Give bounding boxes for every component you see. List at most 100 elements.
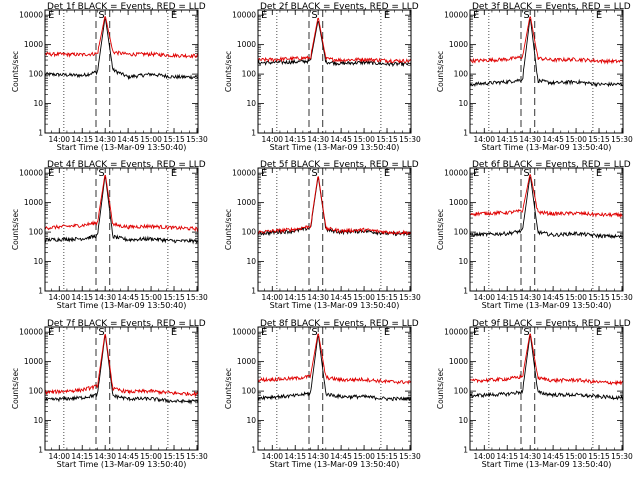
- x-axis-label: Start Time (13-Mar-09 13:50:40): [270, 143, 400, 152]
- left-marker-label: E: [473, 327, 479, 338]
- end-marker-label: E: [596, 327, 602, 338]
- start-marker-label: S: [98, 10, 104, 21]
- y-tick-label: 1: [463, 287, 468, 296]
- detector-panel-8: Det 8f BLACK = Events, RED = LLD 1 10 100 10…: [224, 319, 421, 469]
- end-marker-label: E: [171, 10, 177, 21]
- end-marker-label: E: [596, 10, 602, 21]
- series-line-events: [45, 176, 198, 245]
- x-tick-label: 14:30: [519, 452, 541, 461]
- x-tick-label: 14:30: [307, 452, 329, 461]
- x-axis-label: Start Time (13-Mar-09 13:50:40): [57, 301, 187, 310]
- plot-frame: [44, 167, 199, 292]
- x-tick-label: 15:15: [588, 452, 610, 461]
- y-axis-label: Counts/sec: [224, 209, 233, 250]
- y-tick-label: 10000: [232, 169, 256, 178]
- y-tick-label: 10000: [232, 11, 256, 20]
- x-tick-label: 14:45: [117, 293, 139, 302]
- y-tick-label: 1: [38, 287, 43, 296]
- plot-frame: [44, 9, 199, 134]
- x-tick-label: 15:30: [611, 135, 633, 144]
- y-tick-label: 100: [454, 387, 469, 396]
- y-tick-label: 10000: [19, 328, 43, 337]
- x-tick-label: 14:45: [542, 452, 564, 461]
- series-line-events: [45, 335, 198, 405]
- start-marker-label: S: [98, 327, 104, 338]
- x-tick-label: 15:30: [611, 452, 633, 461]
- y-tick-label: 10: [458, 416, 468, 425]
- y-tick-label: 1: [251, 287, 256, 296]
- y-tick-label: 10000: [19, 11, 43, 20]
- panel-title: Det 6f BLACK = Events, RED = LLD: [472, 160, 631, 170]
- y-tick-label: 10000: [19, 169, 43, 178]
- x-tick-label: 14:30: [307, 135, 329, 144]
- y-tick-label: 100: [454, 70, 469, 79]
- y-tick-label: 1000: [24, 357, 43, 366]
- x-tick-label: 14:15: [284, 452, 306, 461]
- panel-title: Det 7f BLACK = Events, RED = LLD: [47, 319, 206, 329]
- y-axis-label: Counts/sec: [11, 51, 20, 92]
- y-tick-label: 1000: [24, 198, 43, 207]
- end-marker-label: E: [171, 327, 177, 338]
- x-tick-label: 14:15: [496, 452, 518, 461]
- y-axis-label: Counts/sec: [11, 209, 20, 250]
- x-tick-label: 14:15: [284, 135, 306, 144]
- plot-frame: [469, 9, 624, 134]
- y-tick-label: 10: [246, 99, 256, 108]
- y-tick-label: 1: [463, 446, 468, 455]
- start-marker-label: S: [523, 10, 529, 21]
- detector-panel-4: Det 4f BLACK = Events, RED = LLD 1 10 100 10…: [11, 160, 208, 310]
- panel-title: Det 2f BLACK = Events, RED = LLD: [260, 2, 419, 12]
- x-axis-label: Start Time (13-Mar-09 13:50:40): [270, 460, 400, 469]
- y-axis-label: Counts/sec: [224, 51, 233, 92]
- x-tick-label: 15:00: [353, 135, 375, 144]
- y-tick-label: 10: [246, 416, 256, 425]
- end-marker-label: E: [384, 10, 390, 21]
- plot-frame: [469, 326, 624, 451]
- left-marker-label: E: [261, 168, 267, 179]
- x-tick-label: 14:45: [542, 135, 564, 144]
- detector-panel-1: Det 1f BLACK = Events, RED = LLD 1 10 100 10…: [11, 2, 208, 152]
- x-tick-label: 15:00: [565, 135, 587, 144]
- series-line-events: [258, 20, 411, 68]
- detector-panel-6: Det 6f BLACK = Events, RED = LLD 1 10 100 10…: [436, 160, 633, 310]
- end-marker-label: E: [596, 168, 602, 179]
- y-tick-label: 10: [33, 99, 43, 108]
- left-marker-label: E: [473, 168, 479, 179]
- x-tick-label: 15:30: [399, 293, 421, 302]
- x-tick-label: 14:45: [330, 452, 352, 461]
- x-tick-label: 15:00: [565, 293, 587, 302]
- x-tick-label: 14:00: [473, 293, 495, 302]
- x-tick-label: 14:00: [261, 452, 283, 461]
- series-line-events: [45, 18, 198, 81]
- x-tick-label: 14:00: [48, 452, 70, 461]
- panel-title: Det 5f BLACK = Events, RED = LLD: [260, 160, 419, 170]
- x-tick-label: 14:15: [496, 135, 518, 144]
- series-line-lld: [470, 16, 623, 65]
- plot-frame: [257, 9, 412, 134]
- y-tick-label: 1000: [449, 40, 468, 49]
- x-tick-label: 15:30: [611, 293, 633, 302]
- y-tick-label: 100: [242, 387, 257, 396]
- left-marker-label: E: [261, 10, 267, 21]
- series-line-lld: [45, 16, 198, 59]
- x-tick-label: 15:15: [163, 452, 185, 461]
- x-tick-label: 14:15: [284, 293, 306, 302]
- x-tick-label: 14:00: [261, 293, 283, 302]
- series-line-lld: [258, 176, 411, 236]
- y-tick-label: 1: [38, 446, 43, 455]
- x-tick-label: 15:30: [186, 452, 208, 461]
- x-tick-label: 15:15: [376, 452, 398, 461]
- x-axis-label: Start Time (13-Mar-09 13:50:40): [482, 460, 612, 469]
- y-tick-label: 100: [29, 70, 44, 79]
- y-tick-label: 10: [33, 257, 43, 266]
- x-tick-label: 14:15: [71, 135, 93, 144]
- series-line-lld: [258, 333, 411, 385]
- x-axis-label: Start Time (13-Mar-09 13:50:40): [482, 143, 612, 152]
- x-tick-label: 14:15: [496, 293, 518, 302]
- x-axis-label: Start Time (13-Mar-09 13:50:40): [57, 460, 187, 469]
- x-tick-label: 14:30: [94, 452, 116, 461]
- left-marker-label: E: [48, 10, 54, 21]
- y-tick-label: 1: [38, 129, 43, 138]
- x-tick-label: 15:30: [399, 452, 421, 461]
